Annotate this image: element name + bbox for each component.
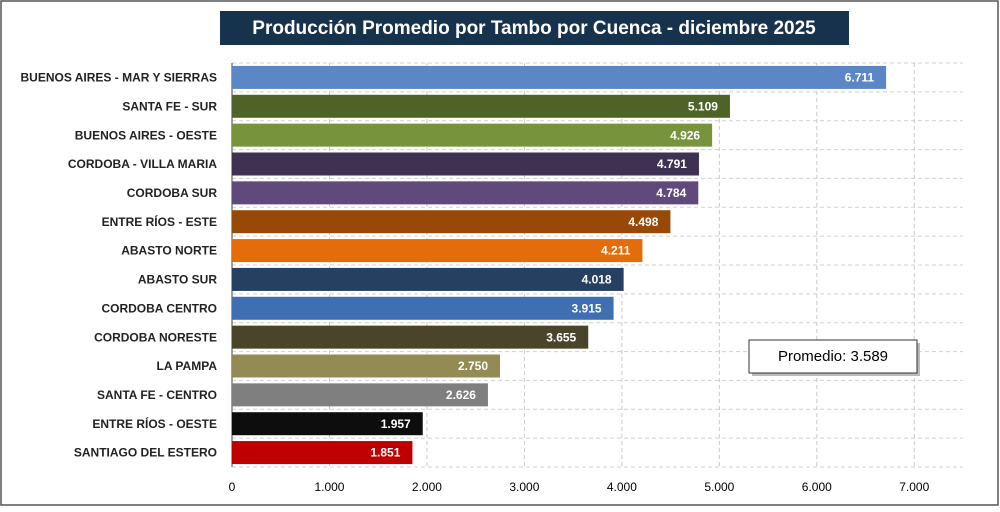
data-label: 6.711 <box>845 71 875 85</box>
bar <box>232 65 887 89</box>
x-tick-label: 2.000 <box>412 480 442 494</box>
y-tick-label: SANTA FE - SUR <box>122 99 217 113</box>
bar <box>232 412 423 436</box>
y-tick-label: ABASTO NORTE <box>121 244 217 258</box>
bar <box>232 210 671 234</box>
y-tick-label: CORDOBA CENTRO <box>101 301 217 315</box>
x-tick-label: 4.000 <box>607 480 637 494</box>
y-tick-label: ENTRE RÍOS - OESTE <box>92 416 217 431</box>
data-label: 3.915 <box>572 301 602 315</box>
bar <box>232 296 614 320</box>
x-tick-label: 6.000 <box>802 480 832 494</box>
bar <box>232 267 624 291</box>
bar <box>232 181 699 205</box>
data-label: 1.957 <box>381 417 411 431</box>
bar <box>232 441 413 465</box>
data-label: 4.784 <box>656 186 686 200</box>
x-tick-label: 7.000 <box>899 480 929 494</box>
y-tick-label: BUENOS AIRES - OESTE <box>75 128 217 142</box>
data-label: 1.851 <box>370 446 400 460</box>
bar <box>232 354 501 378</box>
y-tick-label: CORDOBA SUR <box>127 186 218 200</box>
x-tick-label: 1.000 <box>314 480 344 494</box>
bar <box>232 152 699 176</box>
annotation-box <box>748 339 918 374</box>
bar <box>232 325 589 349</box>
bar <box>232 123 713 147</box>
data-label: 4.926 <box>670 128 700 142</box>
y-tick-label: ENTRE RÍOS - ESTE <box>102 214 217 229</box>
chart-title: Producción Promedio por Tambo por Cuenca… <box>252 18 816 39</box>
data-label: 2.626 <box>446 388 476 402</box>
data-label: 4.498 <box>628 215 658 229</box>
x-tick-label: 3.000 <box>509 480 539 494</box>
y-tick-label: ABASTO SUR <box>138 273 217 287</box>
data-label: 3.655 <box>546 330 576 344</box>
data-label: 4.018 <box>582 273 612 287</box>
plot: 0 1.000 2.000 3.000 4.000 5.000 6.000 7.000 BUEN… <box>21 62 963 494</box>
y-tick-label: LA PAMPA <box>157 359 218 373</box>
y-tick-label: CORDOBA - VILLA MARIA <box>68 157 217 171</box>
annotation: Promedio: 3.589 <box>778 348 888 365</box>
y-tick-label: SANTA FE - CENTRO <box>97 388 217 402</box>
bar <box>232 383 488 407</box>
y-tick-label: SANTIAGO DEL ESTERO <box>74 446 217 460</box>
title-box <box>220 11 849 45</box>
bar <box>232 94 730 118</box>
data-label: 5.109 <box>688 99 718 113</box>
bar <box>232 239 643 263</box>
x-tick-label: 0 <box>229 480 236 494</box>
data-label: 2.750 <box>458 359 488 373</box>
x-tick-label: 5.000 <box>704 480 734 494</box>
y-tick-label: CORDOBA NORESTE <box>94 330 217 344</box>
y-tick-label: BUENOS AIRES - MAR Y SIERRAS <box>21 71 217 85</box>
data-label: 4.791 <box>657 157 687 171</box>
data-label: 4.211 <box>601 244 631 258</box>
